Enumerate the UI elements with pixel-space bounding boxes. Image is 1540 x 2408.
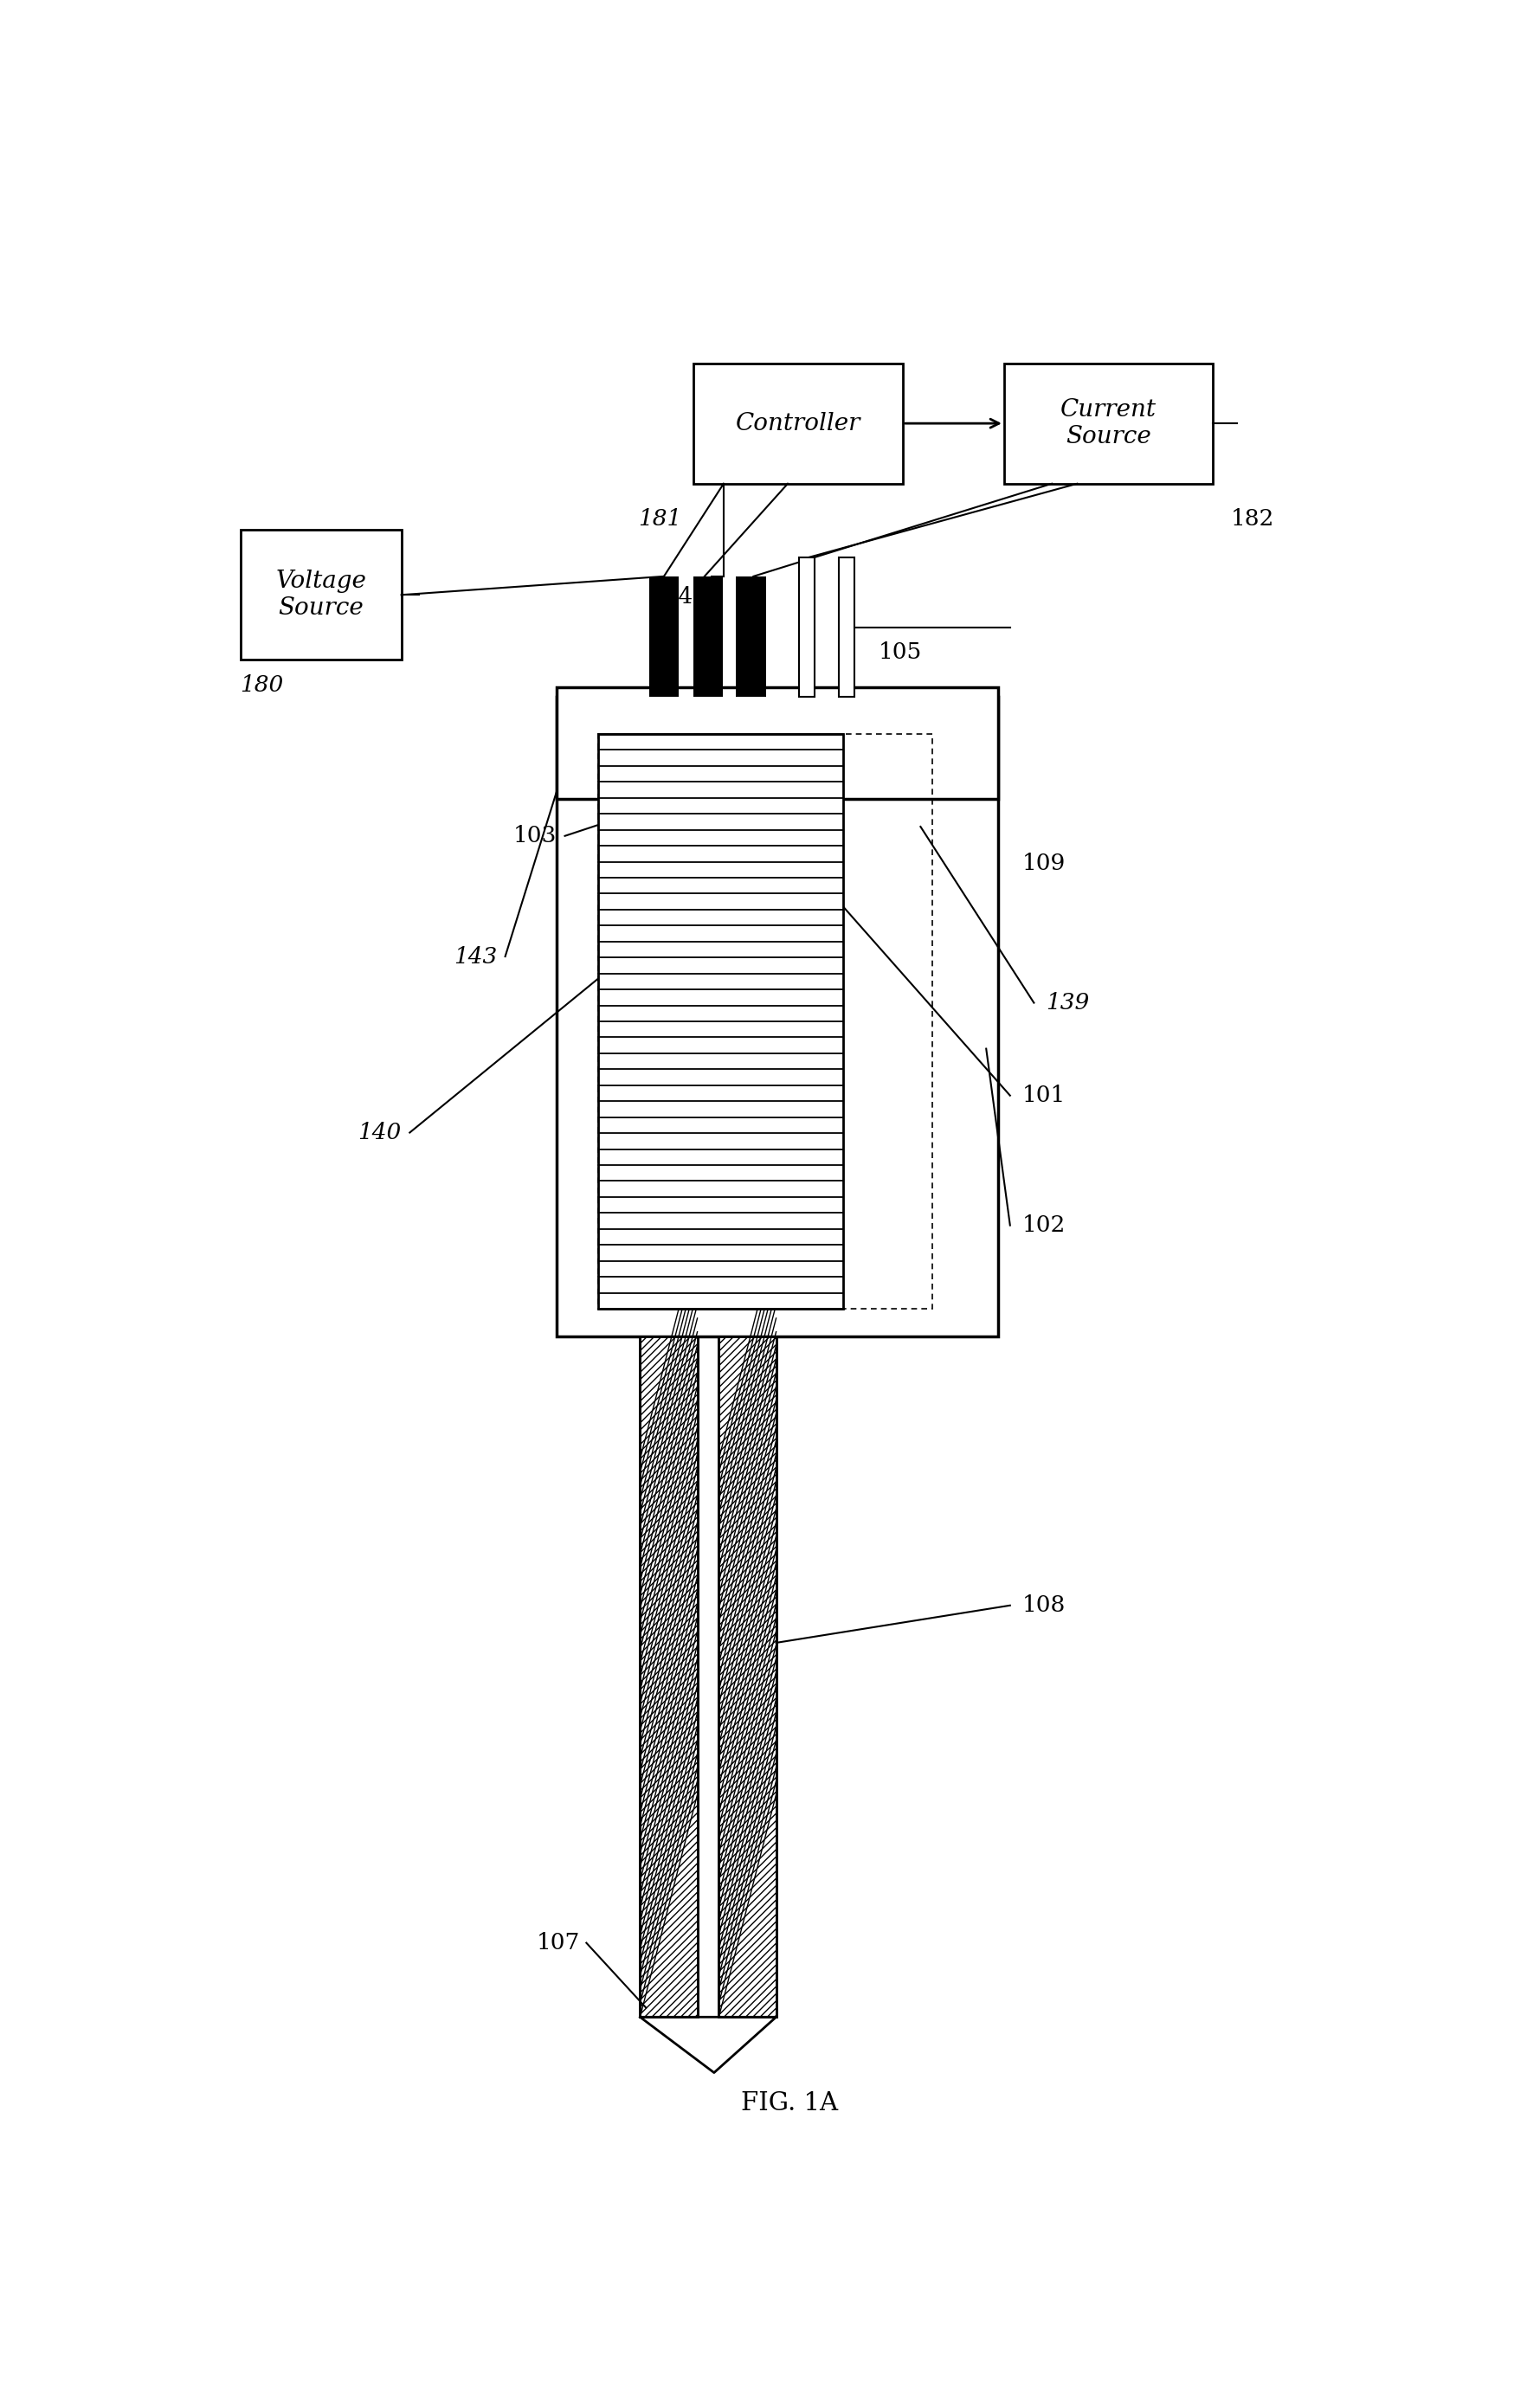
- Bar: [556, 696, 998, 1336]
- Text: Current
Source: Current Source: [1061, 397, 1157, 448]
- Bar: [1004, 364, 1214, 484]
- Text: 180: 180: [240, 674, 283, 696]
- Bar: [736, 576, 765, 696]
- Bar: [556, 689, 998, 799]
- Bar: [648, 576, 679, 696]
- Text: Voltage
Source: Voltage Source: [276, 571, 367, 621]
- Polygon shape: [641, 2018, 776, 2073]
- Text: Controller: Controller: [736, 412, 861, 436]
- Bar: [599, 734, 933, 1310]
- Bar: [719, 1336, 776, 2018]
- Text: 108: 108: [1023, 1594, 1066, 1616]
- Text: 109: 109: [1023, 852, 1066, 874]
- Text: 140: 140: [357, 1122, 402, 1144]
- Bar: [799, 559, 815, 696]
- Text: 101: 101: [1023, 1084, 1066, 1105]
- Text: 107: 107: [537, 1931, 581, 1953]
- Text: 103: 103: [513, 826, 556, 848]
- Text: 181: 181: [639, 508, 682, 530]
- Bar: [599, 734, 842, 1310]
- Bar: [695, 364, 902, 484]
- Text: 139: 139: [1046, 992, 1089, 1014]
- Bar: [641, 1336, 698, 2018]
- Bar: [693, 576, 722, 696]
- Text: 143: 143: [453, 946, 497, 968]
- Bar: [599, 734, 842, 1310]
- Text: 182: 182: [1230, 508, 1275, 530]
- Text: FIG. 1A: FIG. 1A: [741, 2090, 838, 2114]
- Bar: [839, 559, 855, 696]
- Text: 105: 105: [879, 641, 922, 662]
- Text: 102: 102: [1023, 1214, 1066, 1235]
- Bar: [240, 530, 402, 660]
- Bar: [719, 1336, 776, 2018]
- Text: 104: 104: [650, 585, 695, 607]
- Bar: [641, 1336, 698, 2018]
